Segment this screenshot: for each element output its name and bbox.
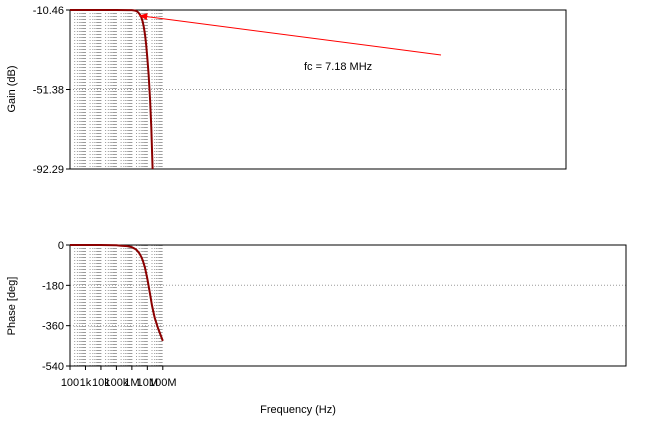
frequency-x-axis-label: Frequency (Hz) [260, 404, 336, 416]
y-tick-label: -360 [42, 321, 64, 333]
y-tick-label: -540 [42, 361, 64, 373]
x-tick-label: 100 [61, 377, 79, 389]
cutoff-annotation-arrow [139, 15, 442, 56]
x-tick-label: 1M [124, 377, 139, 389]
phase-series-line [70, 244, 164, 342]
x-tick-label: 100M [149, 377, 177, 389]
x-tick-label: 100k [104, 377, 128, 389]
gain-panel: -10.46 -51.38 -92.29 Gain (dB) fc = 7.18 M… [6, 5, 567, 176]
cutoff-annotation-label: fc = 7.18 MHz [304, 61, 372, 73]
phase-y-axis-label: Phase [deg] [6, 277, 18, 336]
gain-grid [70, 10, 566, 169]
phase-plot-frame [69, 244, 627, 367]
x-tick-label: 10k [92, 377, 110, 389]
phase-grid [70, 245, 626, 366]
y-tick-label: -92.29 [33, 164, 64, 176]
gain-y-tick-labels: -10.46 -51.38 -92.29 [33, 5, 70, 176]
phase-y-tick-labels: 0 -180 -360 -540 [42, 240, 70, 373]
y-tick-label: -180 [42, 280, 64, 292]
x-tick-label: 1k [80, 377, 92, 389]
gain-y-axis-label: Gain (dB) [6, 65, 18, 112]
y-tick-label: 0 [58, 240, 64, 252]
cutoff-annotation-arrowhead [139, 13, 148, 21]
y-tick-label: -51.38 [33, 85, 64, 97]
x-tick-label: 10M [137, 377, 158, 389]
y-tick-label: -10.46 [33, 5, 64, 17]
